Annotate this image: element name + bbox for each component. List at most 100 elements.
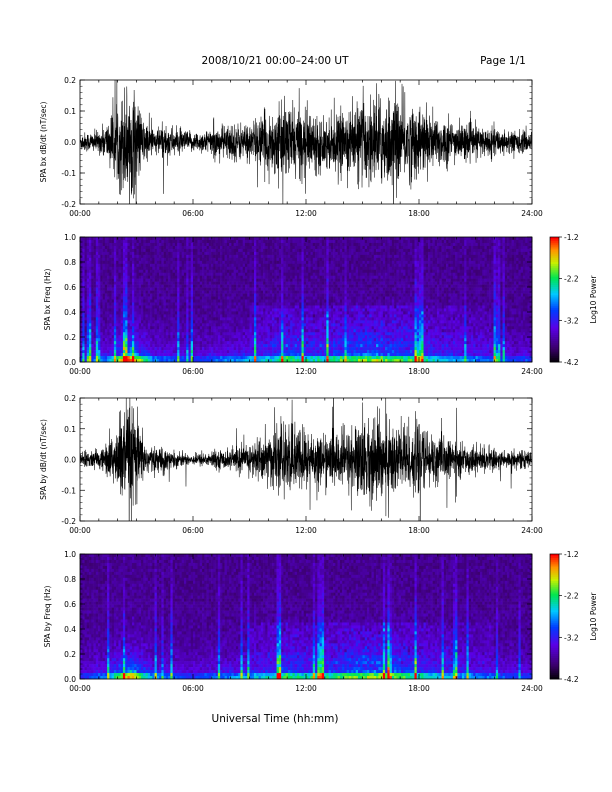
spectrogram-cell — [204, 248, 207, 253]
spectrogram-cell — [163, 281, 167, 285]
spectrogram-cell — [86, 356, 90, 360]
spectrogram-cell — [100, 239, 103, 244]
spectrogram-cell — [156, 326, 160, 330]
spectrogram-cell — [249, 332, 253, 336]
spectrogram-cell — [247, 248, 250, 253]
spectrogram-cell — [188, 251, 192, 256]
spectrogram-cell — [116, 284, 119, 288]
spectrogram-cell — [82, 281, 85, 285]
spectrogram-cell — [208, 314, 212, 318]
spectrogram-cell — [263, 237, 266, 241]
spectrogram-cell — [335, 281, 338, 285]
spectrogram-cell — [317, 332, 320, 336]
spectrogram-cell — [113, 287, 117, 291]
spectrogram-cell — [339, 281, 343, 285]
spectrogram-cell — [109, 347, 112, 351]
spectrogram-cell — [122, 248, 126, 253]
spectrogram-cell — [183, 272, 187, 276]
spectrogram-cell — [150, 278, 153, 282]
spectrogram-cell — [102, 284, 106, 288]
spectrogram-cell — [324, 263, 327, 268]
spectrogram-cell — [321, 266, 325, 271]
spectrogram-cell — [254, 284, 257, 288]
spectrogram-cell — [131, 281, 135, 285]
spectrogram-cell — [98, 293, 101, 297]
spectrogram-cell — [315, 275, 318, 279]
spectrogram-cell — [315, 251, 318, 256]
spectrogram-cell — [204, 302, 207, 306]
spectrogram-cell — [181, 269, 185, 274]
spectrogram-cell — [233, 254, 237, 259]
spectrogram-cell — [328, 314, 332, 318]
spectrogram-cell — [174, 350, 178, 354]
spectrogram-cell — [136, 290, 140, 294]
spectrogram-cell — [217, 287, 221, 291]
spectrogram-cell — [337, 260, 341, 265]
spectrogram-cell — [265, 278, 268, 282]
spectrogram-cell — [287, 350, 291, 354]
spectrogram-cell — [274, 266, 277, 271]
spectrogram-cell — [233, 275, 237, 279]
spectrogram-cell — [312, 239, 316, 244]
spectrogram-cell — [143, 251, 146, 256]
spectrogram-cell — [235, 341, 239, 345]
spectrogram-cell — [150, 302, 153, 306]
spectrogram-cell — [122, 332, 126, 336]
spectrogram-cell — [335, 320, 338, 324]
spectrogram-cell — [208, 260, 212, 265]
spectrogram-cell — [242, 338, 246, 342]
spectrogram-cell — [118, 296, 121, 300]
spectrogram-cell — [306, 335, 309, 339]
spectrogram-cell — [113, 296, 117, 300]
spectrogram-cell — [134, 281, 137, 285]
spectrogram-cell — [109, 248, 112, 253]
spectrogram-cell — [220, 311, 223, 315]
spectrogram-cell — [224, 257, 228, 262]
spectrogram-cell — [290, 311, 293, 315]
spectrogram-cell — [141, 350, 144, 354]
spectrogram-cell — [109, 341, 112, 345]
spectrogram-cell — [226, 329, 230, 333]
spectrogram-cell — [240, 356, 244, 360]
spectrogram-cell — [251, 344, 255, 348]
spectrogram-cell — [204, 299, 207, 303]
spectrogram-cell — [156, 248, 160, 253]
spectrogram-cell — [233, 314, 237, 318]
spectrogram-cell — [136, 293, 140, 297]
spectrogram-cell — [283, 335, 286, 339]
spectrogram-cell — [290, 278, 293, 282]
spectrogram-cell — [226, 275, 230, 279]
spectrogram-cell — [247, 323, 250, 327]
spectrogram-cell — [199, 359, 203, 363]
spectrogram-cell — [118, 248, 121, 253]
spectrogram-cell — [129, 338, 133, 342]
spectrogram-cell — [301, 353, 305, 357]
spectrogram-cell — [111, 263, 115, 268]
spectrogram-cell — [107, 308, 110, 312]
spectrogram-cell — [208, 251, 212, 256]
spectrogram-cell — [265, 260, 268, 265]
spectrogram-cell — [272, 290, 275, 294]
spectrogram-cell — [238, 344, 241, 348]
spectrogram-cell — [104, 347, 108, 351]
spectrogram-cell — [150, 305, 153, 309]
spectrogram-cell — [222, 311, 225, 315]
spectrogram-cell — [199, 263, 203, 268]
spectrogram-cell — [177, 278, 180, 282]
spectrogram-cell — [141, 293, 144, 297]
spectrogram-cell — [138, 287, 142, 291]
spectrogram-cell — [254, 338, 257, 342]
spectrogram-cell — [145, 332, 149, 336]
spectrogram-cell — [294, 326, 298, 330]
spectrogram-cell — [122, 314, 126, 318]
spectrogram-cell — [333, 320, 336, 324]
spectrogram-cell — [317, 290, 320, 294]
spectrogram-cell — [80, 284, 83, 288]
spectrogram-cell — [315, 290, 318, 294]
spectrogram-cell — [258, 347, 262, 351]
spectrogram-cell — [206, 317, 210, 321]
spectrogram-cell — [283, 296, 286, 300]
spectrogram-cell — [208, 302, 212, 306]
spectrogram-cell — [161, 245, 164, 250]
spectrogram-cell — [326, 311, 329, 315]
